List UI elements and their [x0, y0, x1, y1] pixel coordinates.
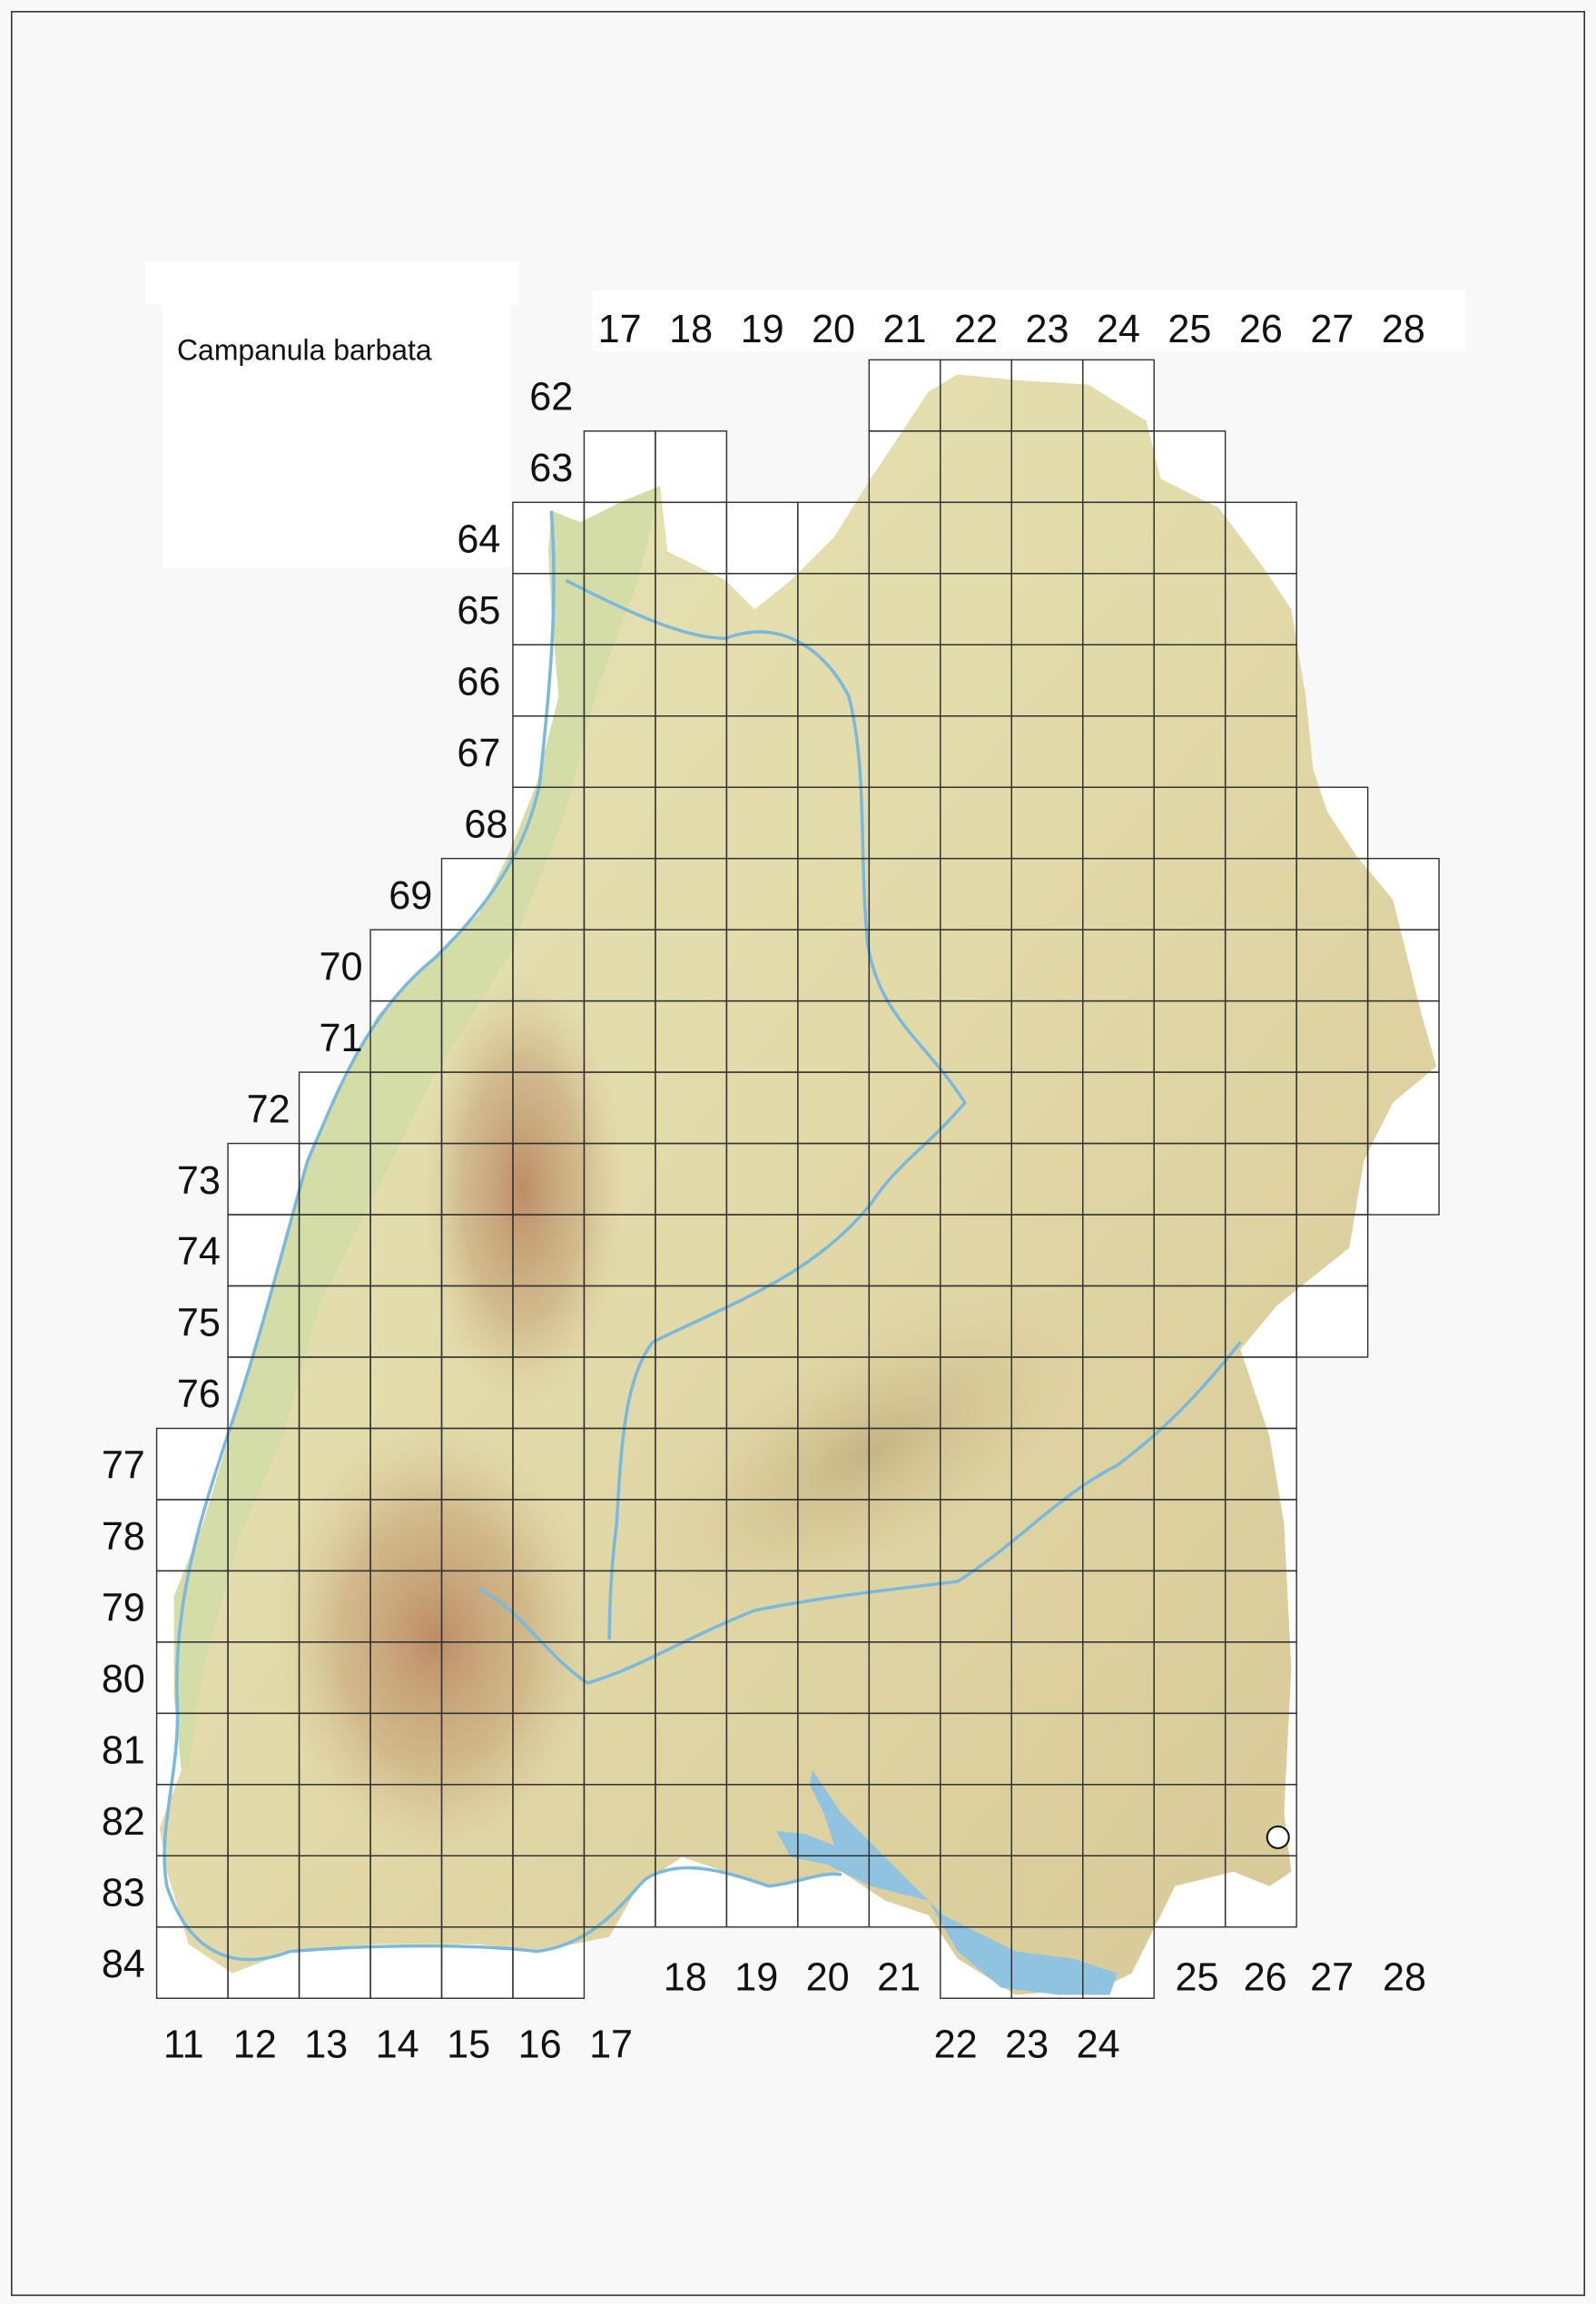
column-label: 22	[954, 308, 998, 351]
column-label: 23	[1025, 308, 1069, 351]
danube-river	[478, 1341, 1242, 1685]
column-label: 27	[1310, 308, 1354, 351]
column-label-bottom: 17	[589, 2023, 633, 2066]
column-label-bottom: 28	[1383, 1956, 1426, 2000]
column-label-bottom: 13	[304, 2023, 348, 2066]
row-label: 65	[457, 589, 500, 633]
column-label: 19	[741, 308, 784, 351]
row-label: 68	[464, 802, 507, 846]
black-forest-relief	[275, 1422, 596, 1857]
column-label-bottom: 21	[877, 1956, 921, 2000]
row-label: 78	[102, 1515, 145, 1559]
row-label: 80	[102, 1658, 145, 1701]
grid-cell-24-84	[1082, 1926, 1155, 1999]
grid-cell-bg	[1367, 1143, 1440, 1216]
column-label: 24	[1097, 308, 1140, 351]
species-title: Campanula barbata	[177, 333, 432, 366]
grid-cell-28-73	[1366, 1142, 1440, 1216]
row-label: 79	[102, 1587, 145, 1630]
row-label: 63	[529, 447, 573, 490]
column-label: 25	[1167, 308, 1211, 351]
column-label-bottom: 27	[1310, 1956, 1354, 2000]
column-label: 28	[1382, 308, 1425, 351]
row-label: 76	[177, 1373, 221, 1416]
grid-cell-bg	[1296, 1285, 1368, 1357]
row-label: 72	[247, 1088, 291, 1131]
column-label-bottom: 22	[934, 2023, 978, 2066]
grid	[155, 359, 1440, 1999]
column-label-strip	[592, 290, 1466, 351]
column-label-bottom: 20	[806, 1956, 850, 2000]
rhine-plain	[173, 486, 661, 1770]
row-label: 75	[177, 1302, 221, 1345]
grid-cell-bg	[726, 502, 798, 574]
grid-cell-16-84	[512, 1926, 586, 1999]
column-label-bottom: 24	[1077, 2023, 1120, 2066]
column-label-bottom: 11	[163, 2023, 204, 2066]
row-label: 74	[177, 1230, 221, 1274]
row-label: 64	[457, 518, 500, 562]
row-label: 84	[102, 1943, 145, 1986]
row-label: 62	[529, 376, 573, 419]
column-label-bottom: 18	[664, 1956, 707, 2000]
column-label: 18	[669, 308, 713, 351]
swabian-alb-relief	[636, 1285, 1105, 1616]
row-label: 69	[389, 874, 432, 918]
row-label: 81	[102, 1729, 145, 1773]
column-label-bottom: 16	[518, 2023, 562, 2066]
row-label: 67	[457, 732, 500, 775]
column-label: 20	[812, 308, 855, 351]
northern-black-forest-relief	[420, 971, 625, 1408]
column-label-bottom: 14	[376, 2023, 419, 2066]
column-label-bottom: 12	[233, 2023, 277, 2066]
grid-cell-bg	[228, 1143, 300, 1216]
column-label-bottom: 19	[734, 1956, 778, 2000]
record-marker	[1266, 1825, 1290, 1849]
row-label: 83	[102, 1871, 145, 1915]
column-label-bottom: 25	[1176, 1956, 1219, 2000]
grid-cell-bg	[655, 430, 727, 503]
row-label: 73	[177, 1159, 221, 1203]
row-label: 82	[102, 1800, 145, 1844]
row-label: 77	[102, 1444, 145, 1488]
grid-labels: 17 18 19 20 21 22 23 24 25 26 27 28 62 63 64 65 66 67 68 69…	[102, 308, 1426, 2066]
grid-cell-bg	[584, 430, 655, 503]
occurrence-records	[1266, 1825, 1290, 1849]
grid-cell-27-75	[1296, 1285, 1369, 1358]
grid-cell-26-83	[1224, 1855, 1297, 1928]
column-label-bottom: 26	[1244, 1956, 1287, 2000]
title-box	[162, 297, 511, 567]
column-label: 21	[883, 308, 927, 351]
row-label: 71	[320, 1017, 363, 1060]
column-label-bottom: 15	[447, 2023, 490, 2066]
column-label-bottom: 23	[1005, 2023, 1049, 2066]
row-label: 66	[457, 660, 500, 704]
column-label: 26	[1239, 308, 1283, 351]
rhine-river	[163, 510, 842, 1962]
row-label: 70	[320, 945, 363, 989]
neckar-river	[565, 578, 967, 1639]
column-label: 17	[598, 308, 642, 351]
